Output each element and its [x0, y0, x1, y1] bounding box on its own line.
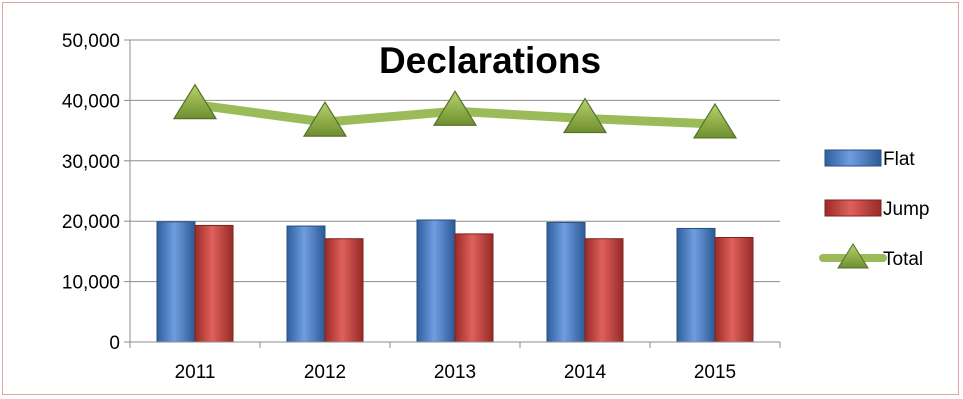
legend-item-total: Total: [819, 243, 923, 270]
total-line: [172, 83, 738, 139]
bar-flat: [676, 227, 716, 343]
y-tick-label: 20,000: [62, 212, 120, 233]
bar-flat: [416, 219, 456, 343]
marker-total: [302, 101, 348, 137]
x-tick-label: 2012: [304, 362, 346, 383]
gridlines: [130, 39, 780, 283]
legend-label: Flat: [883, 149, 915, 170]
legend: Flat Jump Total: [819, 149, 929, 270]
y-tick-label: 30,000: [62, 152, 120, 173]
axes: [124, 39, 781, 348]
chart-frame: 0 10,000 20,000 30,000 40,000 50,000 2011 2012 2…: [2, 2, 959, 395]
marker-total: [432, 90, 478, 126]
legend-item-flat: Flat: [824, 149, 915, 170]
declarations-chart: 0 10,000 20,000 30,000 40,000 50,000 2011 2012 2…: [62, 31, 930, 383]
y-tick-label: 10,000: [62, 273, 120, 294]
legend-label: Jump: [883, 199, 929, 220]
legend-item-jump: Jump: [824, 199, 929, 220]
tick-labels: 0 10,000 20,000 30,000 40,000 50,000 2011 2012 2…: [62, 31, 736, 383]
chart-title: Declarations: [379, 40, 601, 81]
bar-flat: [286, 225, 326, 343]
bar-jump: [714, 237, 754, 343]
bar-flat: [156, 221, 196, 343]
marker-total: [172, 83, 218, 120]
legend-label: Total: [883, 249, 923, 270]
y-tick-label: 50,000: [62, 31, 120, 52]
x-tick-label: 2015: [694, 362, 736, 383]
legend-swatch-jump: [824, 199, 882, 217]
legend-marker-total: [837, 243, 869, 269]
bar-jump: [194, 224, 234, 343]
x-tick-label: 2013: [434, 362, 476, 383]
marker-total: [692, 102, 738, 139]
bar-jump: [324, 238, 364, 343]
bar-jump: [454, 233, 494, 343]
x-tick-label: 2014: [564, 362, 607, 383]
legend-swatch-flat: [824, 149, 882, 167]
bar-jump: [584, 238, 624, 343]
bars: [156, 219, 754, 343]
marker-total: [562, 97, 608, 134]
y-tick-label: 0: [109, 333, 120, 354]
x-tick-label: 2011: [175, 362, 216, 383]
y-tick-label: 40,000: [62, 91, 120, 112]
bar-flat: [546, 221, 586, 343]
